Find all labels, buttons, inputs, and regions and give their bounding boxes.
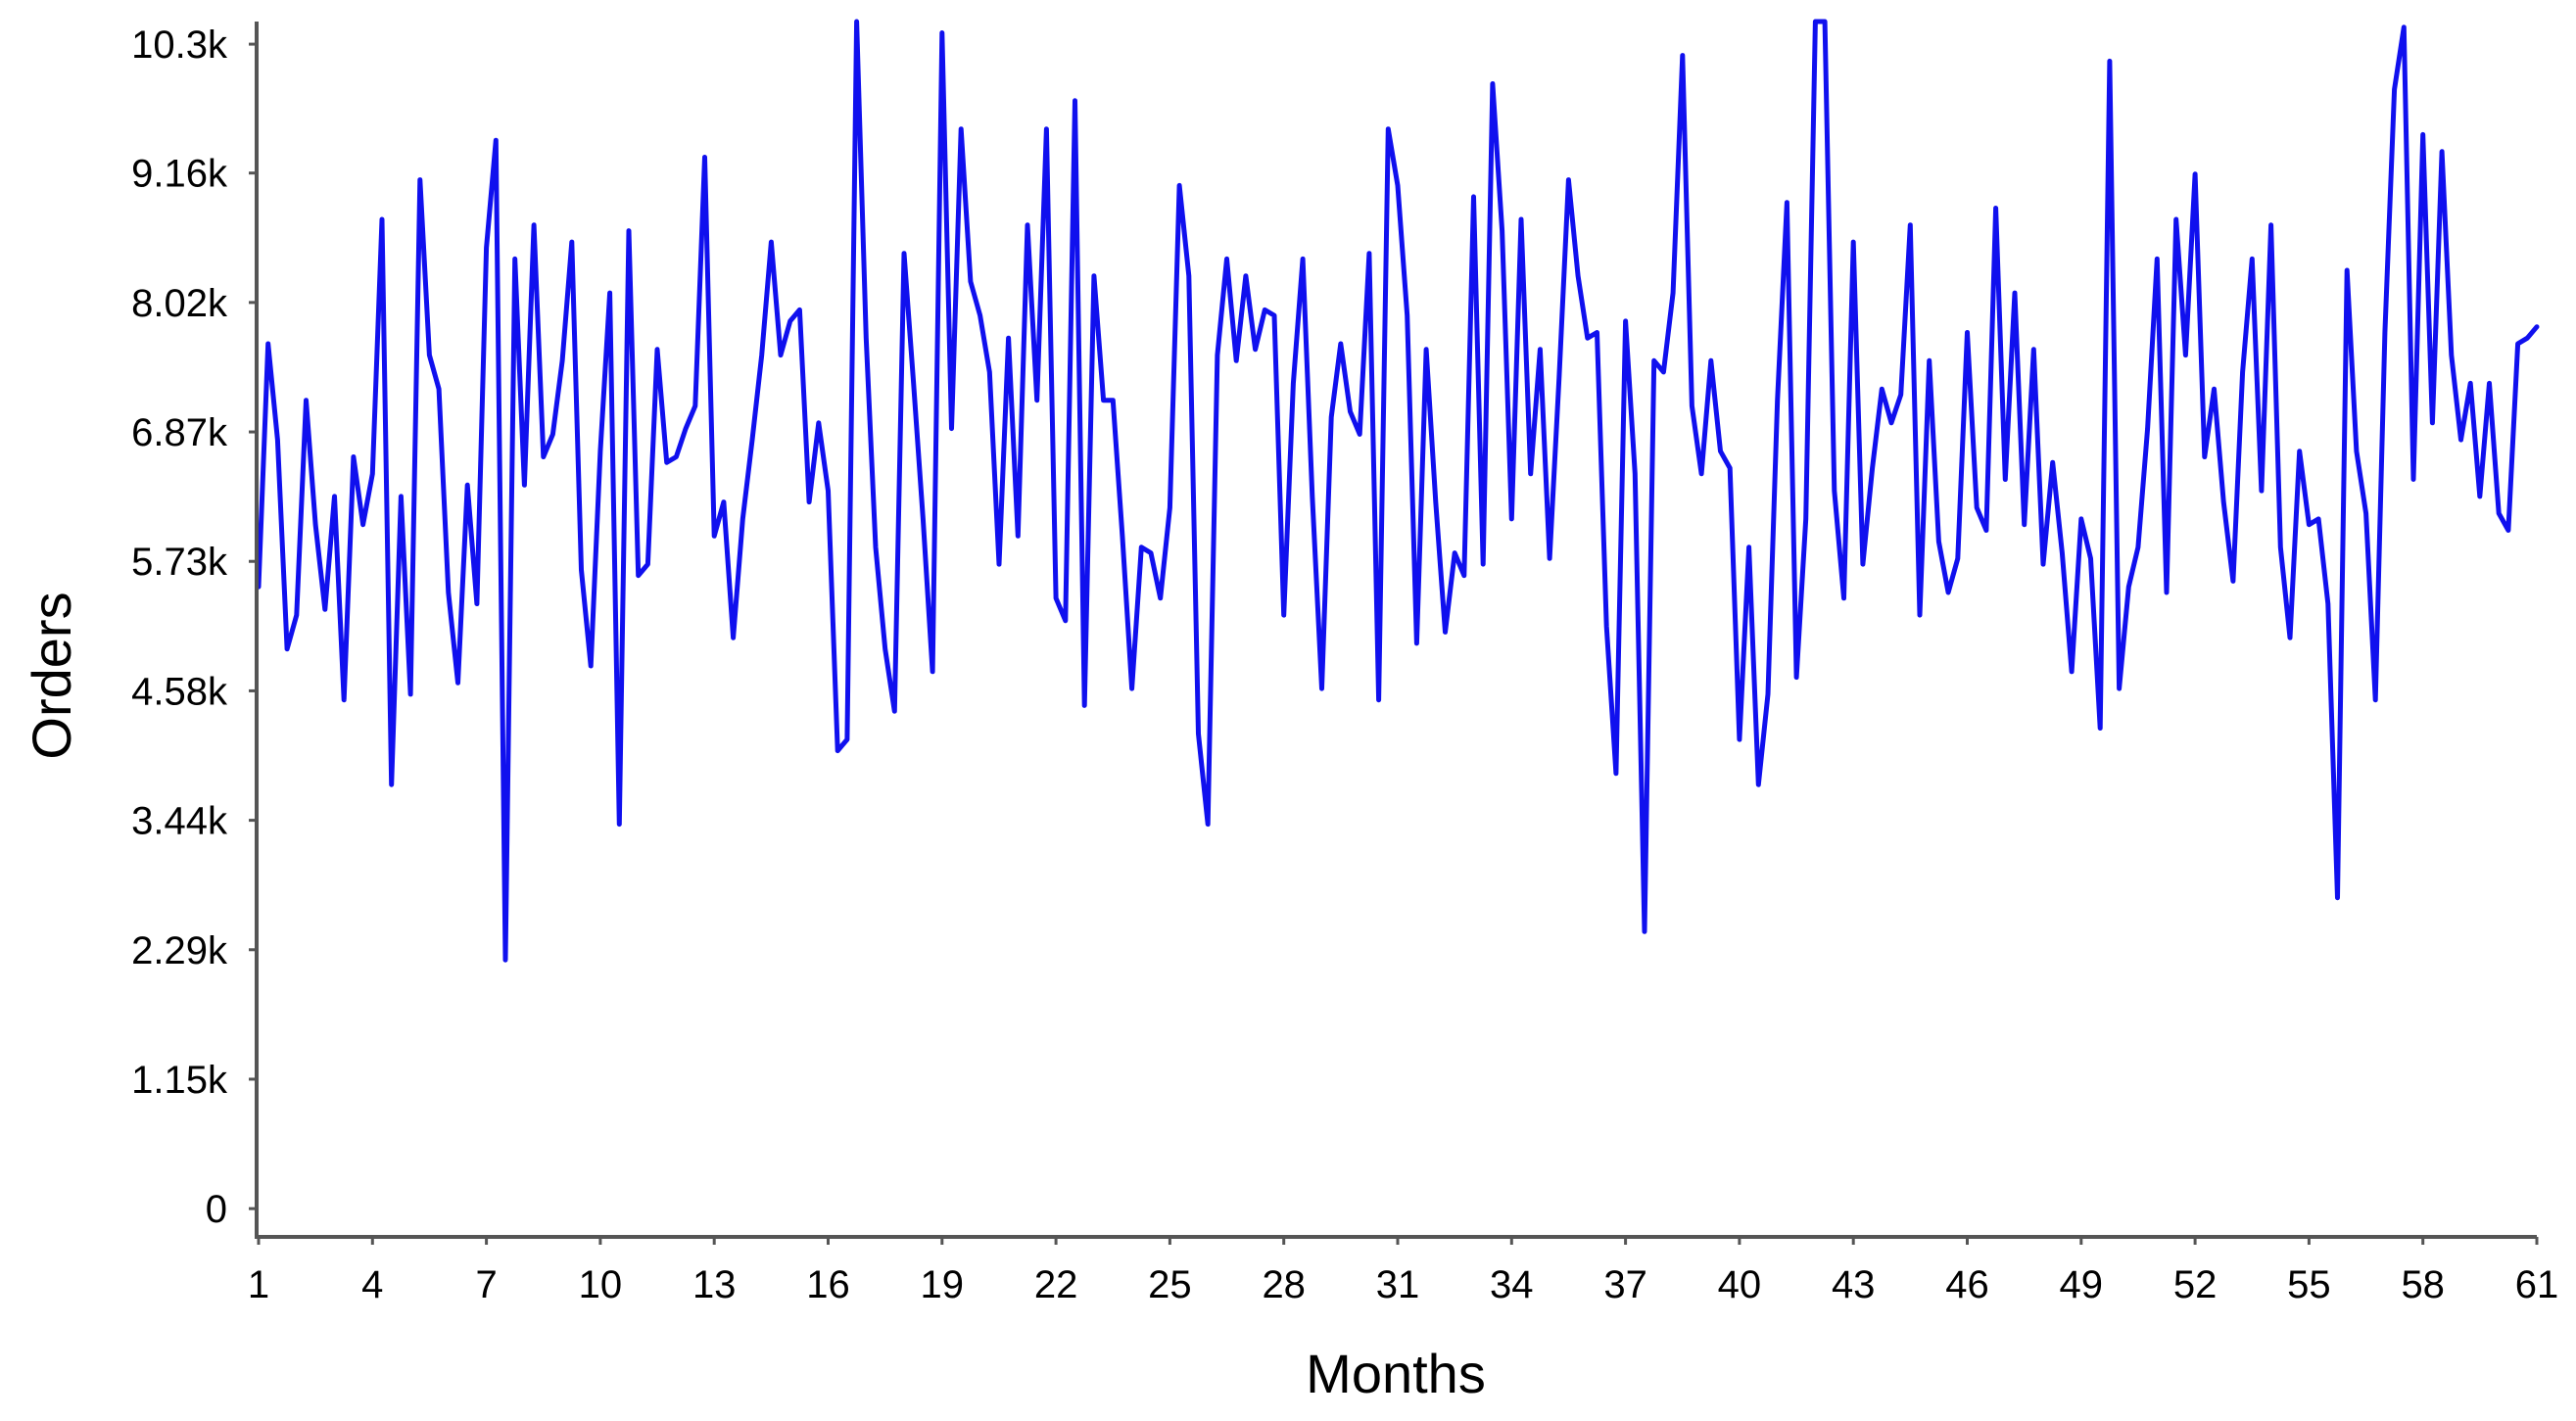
x-tick-label: 34 xyxy=(1490,1263,1534,1306)
x-tick-label: 40 xyxy=(1718,1263,1762,1306)
x-tick-label: 25 xyxy=(1148,1263,1192,1306)
x-tick-label: 49 xyxy=(2060,1263,2104,1306)
x-tick-label: 10 xyxy=(579,1263,623,1306)
x-tick-label: 16 xyxy=(806,1263,850,1306)
y-tick-label: 6.87k xyxy=(131,411,228,454)
orders-series-line xyxy=(256,19,2540,963)
x-tick-label: 28 xyxy=(1262,1263,1306,1306)
x-tick-label: 31 xyxy=(1376,1263,1420,1306)
x-tick-label: 7 xyxy=(475,1263,497,1306)
x-tick-label: 61 xyxy=(2515,1263,2559,1306)
y-tick-label: 4.58k xyxy=(131,670,228,713)
y-axis-title: Orders xyxy=(21,592,82,759)
x-tick-labels: 1 4 7 10 13 16 19 22 25 28 31 34 37 40 43 46 49 52 55 58 61 xyxy=(248,1263,2558,1306)
x-tick-label: 37 xyxy=(1603,1263,1647,1306)
x-tick-label: 46 xyxy=(1945,1263,1989,1306)
x-tick-label: 55 xyxy=(2287,1263,2331,1306)
x-tick-label: 13 xyxy=(692,1263,737,1306)
x-tick-label: 58 xyxy=(2401,1263,2445,1306)
y-tick-label: 0 xyxy=(206,1188,227,1231)
y-tick-label: 9.16k xyxy=(131,153,228,196)
x-tick-label: 22 xyxy=(1034,1263,1078,1306)
y-tick-label: 8.02k xyxy=(131,282,228,325)
x-tick-label: 52 xyxy=(2173,1263,2218,1306)
y-tick-labels: 0 1.15k 2.29k 3.44k 4.58k 5.73k 6.87k 8.02k 9.16… xyxy=(131,24,228,1231)
x-tick-label: 1 xyxy=(248,1263,269,1306)
y-tick-label: 2.29k xyxy=(131,929,228,972)
x-tick-label: 19 xyxy=(921,1263,965,1306)
y-tick-label: 5.73k xyxy=(131,541,228,584)
y-tick-label: 1.15k xyxy=(131,1059,228,1102)
x-tick-label: 43 xyxy=(1832,1263,1876,1306)
y-tick-label: 10.3k xyxy=(131,24,228,67)
y-tick-label: 3.44k xyxy=(131,800,228,843)
x-axis-title: Months xyxy=(1306,1343,1486,1404)
x-tick-label: 4 xyxy=(361,1263,383,1306)
